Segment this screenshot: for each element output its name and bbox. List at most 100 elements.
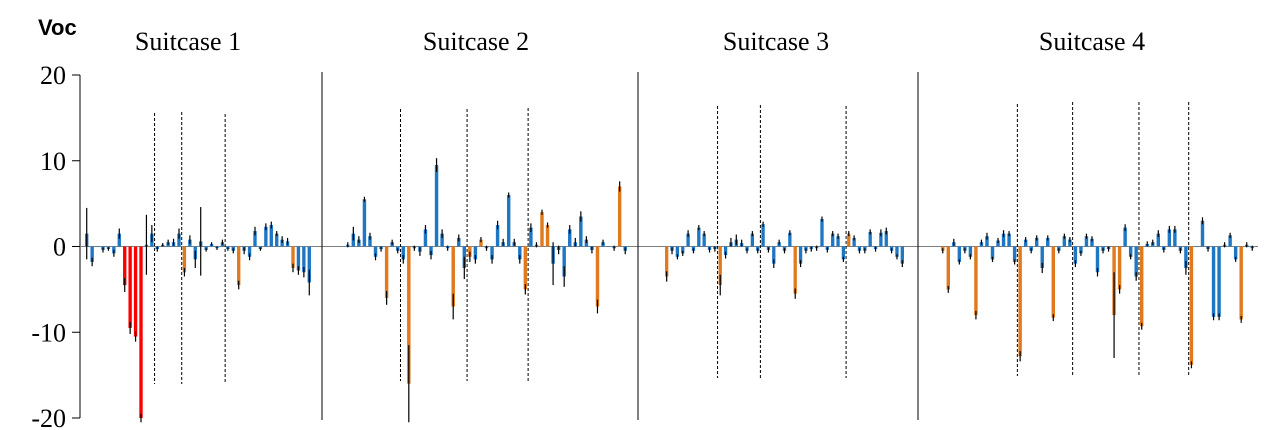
bar [1007, 233, 1011, 247]
bar [1123, 227, 1127, 247]
bar [820, 219, 824, 247]
bar [247, 246, 252, 257]
bar [990, 246, 995, 260]
bar [296, 246, 301, 271]
bar [117, 233, 121, 247]
bar [177, 233, 181, 247]
bar [90, 246, 94, 262]
y-tick-label: 0 [53, 233, 66, 262]
bar [182, 246, 187, 273]
bar [1018, 246, 1022, 357]
bar [540, 212, 544, 247]
bar [473, 246, 478, 260]
bar [831, 233, 835, 247]
bar [665, 246, 669, 277]
bar [761, 224, 765, 247]
bar [1090, 238, 1094, 247]
panel-title: Suitcase 2 [423, 27, 529, 56]
bar [772, 246, 776, 264]
bar [900, 246, 904, 264]
bar [895, 246, 899, 257]
bar [307, 246, 311, 283]
bar [479, 239, 483, 247]
bar [490, 246, 494, 260]
bar [264, 226, 268, 247]
bar [957, 246, 962, 262]
y-tick-label: 10 [40, 147, 66, 176]
bar [1079, 246, 1083, 254]
bar [440, 233, 444, 247]
bar [1051, 246, 1056, 318]
bar [793, 246, 797, 294]
panel-suitcase-1: Suitcase 1 [85, 27, 311, 423]
bar [968, 246, 973, 257]
bar [457, 237, 461, 247]
bar [1217, 246, 1221, 317]
y-tick-label: 20 [40, 61, 66, 90]
bar [1184, 246, 1188, 268]
bar [495, 225, 500, 247]
bar [788, 232, 792, 247]
bar [128, 246, 132, 328]
bar [275, 233, 279, 247]
panel-title: Suitcase 3 [723, 27, 829, 56]
bar [373, 246, 378, 257]
bar [723, 246, 728, 256]
bar [1189, 246, 1194, 365]
panel-suitcase-4: Suitcase 4 [941, 27, 1254, 376]
bar [1012, 246, 1017, 262]
bar [1001, 233, 1006, 247]
bar [847, 233, 851, 247]
bar [879, 232, 883, 247]
bar [545, 225, 550, 247]
bar [985, 236, 989, 247]
bar [384, 246, 389, 298]
bar [1167, 229, 1172, 247]
bar [133, 246, 138, 337]
bar [423, 229, 428, 247]
bar [606, 246, 611, 247]
bar [506, 195, 511, 247]
bar [718, 246, 722, 286]
bar [750, 233, 755, 247]
bar [253, 231, 257, 247]
bar [798, 246, 803, 264]
bar [595, 246, 600, 307]
bar [697, 227, 701, 247]
bar [1195, 246, 1199, 247]
bar [562, 246, 566, 277]
bar [518, 246, 522, 260]
bar [434, 165, 439, 247]
bar [675, 246, 680, 257]
panel-title: Suitcase 1 [135, 27, 241, 56]
bar [523, 246, 528, 290]
bar [1134, 246, 1138, 277]
y-tick-label: -20 [31, 404, 66, 430]
bar [1211, 246, 1216, 317]
bar [362, 199, 367, 247]
bar [1128, 246, 1133, 257]
bar [1228, 235, 1232, 247]
bar [237, 246, 241, 286]
bar [269, 225, 273, 247]
bar [681, 246, 685, 254]
bar [841, 246, 846, 260]
bar [884, 231, 888, 247]
bar [95, 246, 100, 247]
bar [407, 246, 411, 384]
bar [1156, 233, 1161, 247]
bar [852, 237, 856, 247]
panel-title: Suitcase 4 [1039, 27, 1145, 56]
bar [1239, 246, 1243, 320]
bar [1233, 246, 1238, 260]
bar [123, 246, 127, 286]
bar [291, 246, 295, 268]
bar [868, 231, 872, 247]
bar [1073, 246, 1078, 264]
bar [1046, 237, 1050, 247]
bar [974, 246, 978, 316]
bar [836, 236, 840, 247]
bar [401, 246, 405, 260]
y-tick-label: -10 [31, 318, 66, 347]
